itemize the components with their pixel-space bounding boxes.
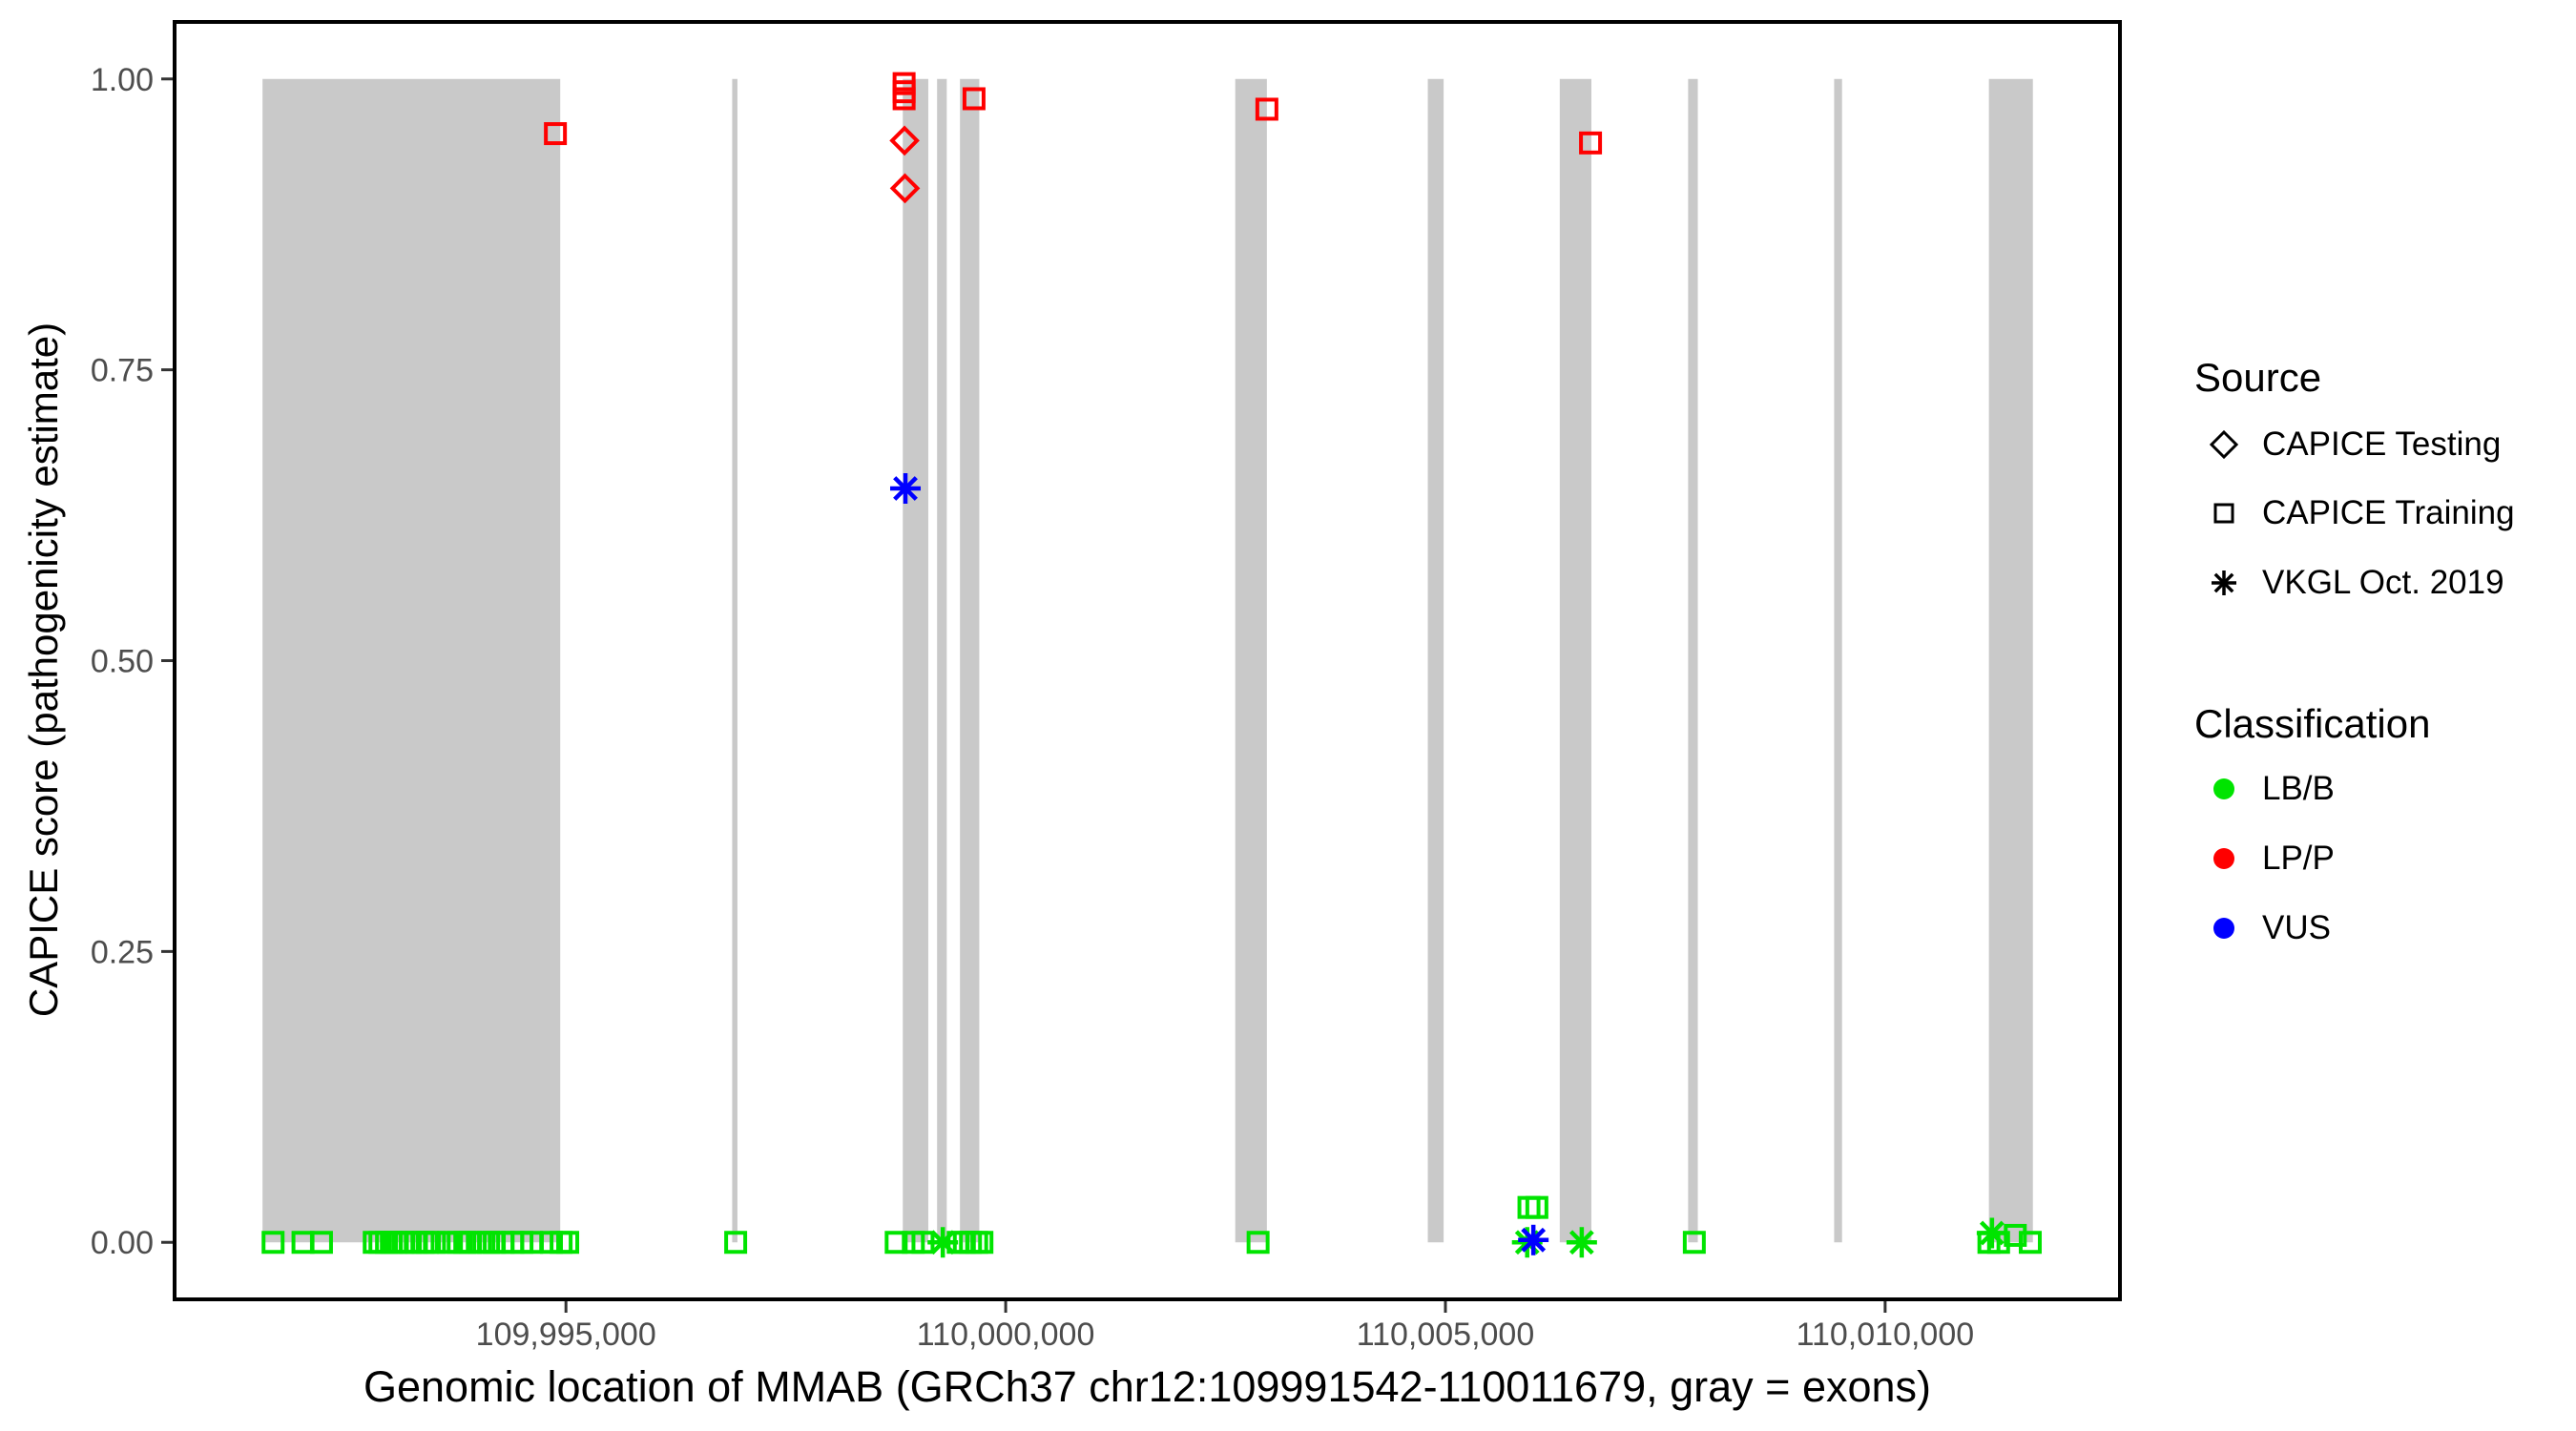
exon-band	[262, 78, 561, 1243]
marker-square	[1579, 131, 1603, 155]
marker-asterisk	[890, 473, 922, 505]
marker-square	[2004, 1223, 2027, 1247]
exon-band	[732, 78, 737, 1243]
legend-item-label: CAPICE Training	[2262, 494, 2515, 531]
legend-item-label: VUS	[2262, 909, 2331, 946]
marker-square	[892, 87, 916, 111]
marker-square	[1682, 1231, 1706, 1255]
x-axis-tick-label: 109,995,000	[476, 1317, 656, 1353]
legend-glyph	[2199, 488, 2249, 538]
asterisk-ray	[930, 1230, 956, 1255]
y-axis-tick-label: 0.50	[91, 644, 154, 680]
data-points	[261, 72, 2042, 1258]
square-icon	[2213, 503, 2234, 524]
x-axis-tick-label: 110,010,000	[1797, 1317, 1975, 1353]
dot-icon	[2213, 848, 2234, 869]
marker-square	[556, 1231, 580, 1255]
x-axis-title: Genomic location of MMAB (GRCh37 chr12:1…	[363, 1362, 1932, 1411]
marker-square	[1525, 1195, 1548, 1219]
dot-glyph	[2213, 778, 2234, 799]
diamond-glyph	[2209, 429, 2239, 460]
marker-square	[970, 1231, 994, 1255]
legend-item-label: VKGL Oct. 2019	[2262, 564, 2504, 601]
y-axis-tick-label: 0.75	[91, 353, 154, 389]
legend-item: VUS	[2199, 894, 2331, 963]
exon-band	[937, 78, 947, 1243]
marker-asterisk	[927, 1227, 959, 1258]
square-glyph	[2213, 503, 2234, 524]
marker-square	[1246, 1231, 1270, 1255]
marker-square	[2018, 1231, 2042, 1255]
legend-item-label: LB/B	[2262, 770, 2335, 807]
marker-square	[962, 87, 986, 111]
asterisk-glyph	[2213, 572, 2234, 593]
marker-diamond	[889, 125, 920, 156]
marker-asterisk	[1518, 1224, 1549, 1255]
asterisk-ray	[1521, 1227, 1547, 1253]
marker-asterisk	[1566, 1227, 1597, 1258]
dot-icon	[2213, 918, 2234, 939]
diamond-icon	[2209, 429, 2239, 460]
exon-band	[1688, 78, 1698, 1243]
x-axis-tick-label: 110,000,000	[917, 1317, 1095, 1353]
exon-band	[1834, 78, 1842, 1243]
legend-source-title: Source	[2194, 355, 2322, 400]
asterisk-ray	[893, 476, 918, 501]
legend-item-label: LP/P	[2262, 840, 2335, 877]
legend-item-label: CAPICE Testing	[2262, 425, 2502, 463]
marker-square	[261, 1231, 285, 1255]
legend-item: CAPICE Testing	[2199, 410, 2501, 479]
legend-glyph	[2199, 834, 2249, 883]
exon-band	[1988, 78, 2033, 1243]
exon-band	[960, 78, 980, 1243]
y-axis-tick-label: 0.00	[91, 1225, 154, 1261]
panel-border	[173, 20, 2122, 1301]
marker-diamond	[889, 173, 921, 204]
legend-glyph	[2199, 558, 2249, 608]
legend-glyph	[2199, 420, 2249, 469]
asterisk-ray	[1568, 1230, 1594, 1255]
marker-square	[423, 1231, 447, 1255]
y-axis-tick-label: 0.25	[91, 934, 154, 970]
marker-square	[544, 122, 568, 146]
legend-glyph	[2199, 903, 2249, 953]
exon-band	[903, 78, 928, 1243]
dot-glyph	[2213, 848, 2234, 869]
y-axis-tick-label: 1.00	[91, 62, 154, 98]
legend-item: CAPICE Training	[2199, 479, 2515, 548]
legend-item: LP/P	[2199, 824, 2335, 893]
asterisk-ray	[1979, 1220, 2005, 1246]
legend-item: VKGL Oct. 2019	[2199, 549, 2504, 617]
exon-band	[1559, 78, 1592, 1243]
dot-glyph	[2213, 918, 2234, 939]
marker-asterisk	[1976, 1217, 2007, 1249]
marker-square	[309, 1231, 333, 1255]
exon-band	[1427, 78, 1444, 1243]
y-axis-title: CAPICE score (pathogenicity estimate)	[21, 321, 66, 1018]
exon-band	[1235, 78, 1267, 1243]
marker-square	[1255, 97, 1278, 121]
legend-item: LB/B	[2199, 755, 2335, 823]
x-axis-tick-label: 110,005,000	[1357, 1317, 1535, 1353]
legend-glyph	[2199, 764, 2249, 814]
marker-square	[884, 1231, 908, 1255]
legend-classification-title: Classification	[2194, 701, 2431, 746]
dot-icon	[2213, 778, 2234, 799]
asterisk-icon	[2212, 570, 2236, 595]
marker-square	[724, 1231, 748, 1255]
